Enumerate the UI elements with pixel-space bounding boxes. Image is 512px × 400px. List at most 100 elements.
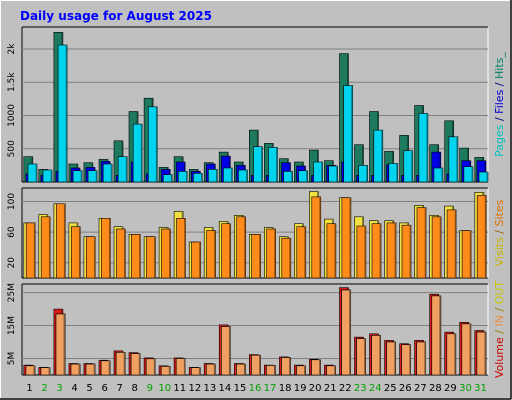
bar-sites-day-16 — [251, 234, 261, 279]
bar-edge — [289, 357, 291, 375]
bar-edge — [168, 366, 171, 375]
side-label-part: OUT — [493, 281, 506, 305]
day-label-20: 20 — [309, 383, 322, 394]
bar-edge — [471, 166, 473, 182]
day-label-22: 22 — [339, 383, 352, 394]
bar-edge — [48, 216, 51, 278]
bar-edge — [439, 152, 441, 182]
bar-edge — [259, 355, 261, 375]
bar-edge — [379, 223, 381, 278]
side-label-part: / — [493, 226, 506, 237]
day-label-13: 13 — [204, 383, 217, 394]
bar-edge — [33, 365, 35, 375]
bar-edge — [426, 113, 428, 182]
bar-edge — [321, 162, 323, 182]
bar-out-day-14 — [221, 326, 231, 376]
bar-edge — [125, 156, 128, 182]
bar-edge — [304, 226, 306, 278]
panel-visits-sites: 20 60 100 Visits / Sites — [7, 187, 506, 279]
bar-out-day-26 — [401, 344, 412, 376]
bar-out-day-11 — [175, 358, 186, 376]
side-label-part: / — [493, 114, 506, 125]
bar-edge — [336, 166, 338, 182]
day-label-3: 3 — [56, 383, 62, 394]
bar-out-day-2 — [40, 367, 51, 376]
panel-pages-files-hits: 500 1000 1.5k 2k Pages / Files / Hits_ — [7, 26, 506, 183]
day-label-14: 14 — [219, 383, 232, 394]
day-label-25: 25 — [384, 383, 397, 394]
bar-edge — [306, 170, 308, 182]
bar-pages-day-2 — [42, 169, 53, 183]
bar-edge — [334, 223, 336, 278]
day-label-12: 12 — [189, 383, 202, 394]
day-label-19: 19 — [294, 383, 307, 394]
y-tick-label: 15M — [7, 316, 17, 335]
day-label-24: 24 — [369, 383, 382, 394]
side-label-part: / — [493, 79, 506, 90]
day-label-16: 16 — [249, 383, 262, 394]
y-tick-label: 1000 — [7, 104, 17, 127]
bar-sites-day-11 — [176, 218, 186, 279]
bar-edge — [362, 144, 364, 182]
bar-edge — [486, 172, 488, 182]
bar-edge — [213, 364, 216, 375]
bar-edge — [411, 150, 413, 182]
bar-edge — [364, 338, 366, 375]
bar-edge — [409, 225, 411, 278]
bar-edge — [169, 229, 171, 278]
bar-sites-day-27 — [416, 207, 427, 279]
bar-edge — [424, 207, 427, 278]
bar-edge — [469, 230, 472, 278]
bar-sites-day-5 — [86, 236, 96, 279]
bar-edge — [95, 170, 98, 182]
bar-edge — [78, 226, 81, 278]
side-label-part: / — [493, 304, 506, 315]
bar-sites-day-14 — [221, 223, 231, 279]
bar-edge — [381, 130, 383, 182]
day-label-28: 28 — [429, 383, 442, 394]
y-tick-label: 500 — [7, 140, 17, 157]
bar-edge — [78, 364, 80, 375]
day-label-2: 2 — [41, 383, 47, 394]
day-label-18: 18 — [279, 383, 292, 394]
bar-out-day-27 — [416, 341, 427, 376]
bar-edge — [424, 342, 426, 375]
bar-edge — [184, 218, 186, 278]
bar-edge — [214, 230, 216, 278]
bar-sites-day-31 — [476, 195, 487, 279]
bar-out-day-25 — [386, 341, 397, 376]
bar-edge — [454, 209, 457, 278]
bar-edge — [484, 160, 486, 182]
bar-edge — [110, 164, 113, 182]
bar-edge — [379, 335, 381, 375]
bar-edge — [409, 344, 411, 375]
day-label-4: 4 — [71, 383, 77, 394]
bar-out-day-30 — [461, 323, 472, 376]
day-label-10: 10 — [158, 383, 171, 394]
bar-edge — [228, 326, 231, 375]
bar-edge — [139, 234, 141, 278]
bar-edge — [291, 171, 293, 182]
y-tick-label: 5M — [7, 352, 17, 366]
bar-edge — [334, 365, 336, 375]
bar-out-day-24 — [371, 335, 382, 376]
bar-edge — [439, 216, 442, 278]
bar-edge — [108, 360, 111, 375]
bar-sites-day-12 — [191, 241, 201, 279]
bar-edge — [109, 218, 111, 278]
day-label-11: 11 — [173, 383, 186, 394]
day-label-9: 9 — [147, 383, 153, 394]
bar-edge — [186, 171, 188, 182]
bar-edge — [289, 238, 291, 278]
chart-panels: 500 1000 1.5k 2k Pages / Files / Hits_ 20 60 10… — [7, 26, 506, 378]
bar-edge — [349, 197, 351, 278]
bar-edge — [441, 168, 443, 182]
bar-edge — [63, 314, 65, 375]
bar-edge — [63, 203, 66, 278]
bar-edge — [183, 358, 186, 375]
bar-edge — [216, 169, 218, 182]
bar-pages-day-10 — [163, 174, 173, 183]
bar-edge — [244, 216, 246, 278]
